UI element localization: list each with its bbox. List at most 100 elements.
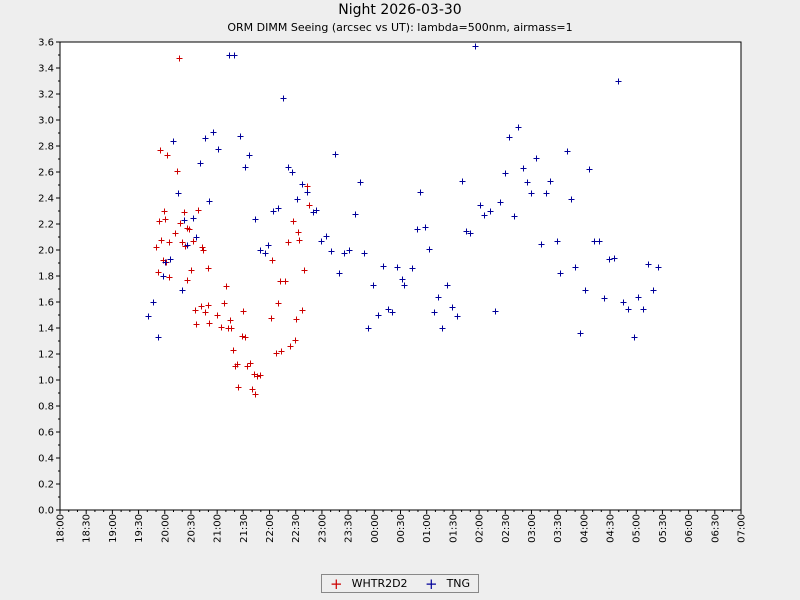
data-point xyxy=(237,133,244,140)
data-point xyxy=(650,287,657,294)
data-point xyxy=(497,199,504,206)
x-tick-label: 20:00 xyxy=(160,514,171,543)
data-point xyxy=(161,208,168,215)
data-point xyxy=(252,216,259,223)
data-point xyxy=(394,264,401,271)
data-point xyxy=(156,218,163,225)
x-tick-label: 06:00 xyxy=(684,514,695,543)
data-point xyxy=(242,164,249,171)
data-point xyxy=(524,179,531,186)
data-point xyxy=(361,250,368,257)
data-point xyxy=(164,152,171,159)
data-point xyxy=(158,237,165,244)
data-point xyxy=(181,217,188,224)
data-point xyxy=(467,230,474,237)
data-point xyxy=(520,165,527,172)
data-point xyxy=(214,312,221,319)
data-point xyxy=(611,255,618,262)
data-point xyxy=(221,300,228,307)
data-point xyxy=(645,261,652,268)
data-point xyxy=(210,129,217,136)
data-point xyxy=(205,302,212,309)
data-point xyxy=(206,198,213,205)
data-point xyxy=(282,278,289,285)
data-point xyxy=(568,196,575,203)
legend-label: TNG xyxy=(446,577,471,590)
data-point xyxy=(202,309,209,316)
data-point xyxy=(244,363,251,370)
x-tick-label: 23:30 xyxy=(344,514,355,543)
data-point xyxy=(431,309,438,316)
data-point xyxy=(198,303,205,310)
x-tick-label: 22:30 xyxy=(291,514,302,543)
legend-item-whtr2d2: + WHTR2D2 xyxy=(330,576,408,591)
data-point xyxy=(218,324,225,331)
data-point xyxy=(193,321,200,328)
data-point xyxy=(257,247,264,254)
data-point xyxy=(477,202,484,209)
x-tick-label: 19:00 xyxy=(108,514,119,543)
data-point xyxy=(655,264,662,271)
x-tick-label: 06:30 xyxy=(710,514,721,543)
data-point xyxy=(352,211,359,218)
data-point xyxy=(275,205,282,212)
data-point xyxy=(439,325,446,332)
data-point xyxy=(199,244,206,251)
data-point xyxy=(606,256,613,263)
x-tick-label: 19:30 xyxy=(134,514,145,543)
data-point xyxy=(640,306,647,313)
data-point xyxy=(190,238,197,245)
data-point xyxy=(155,269,162,276)
data-point xyxy=(635,294,642,301)
data-point xyxy=(184,242,191,249)
data-point xyxy=(265,242,272,249)
data-point xyxy=(515,124,522,131)
data-point xyxy=(422,224,429,231)
data-point xyxy=(296,237,303,244)
x-tick-label: 07:00 xyxy=(737,514,748,543)
data-point xyxy=(289,169,296,176)
data-point xyxy=(533,155,540,162)
data-point xyxy=(278,348,285,355)
data-point xyxy=(426,246,433,253)
data-point xyxy=(223,283,230,290)
data-point xyxy=(557,270,564,277)
data-point xyxy=(409,265,416,272)
data-point xyxy=(511,213,518,220)
data-point xyxy=(582,287,589,294)
data-point xyxy=(202,135,209,142)
data-point xyxy=(304,183,311,190)
chart-subtitle: ORM DIMM Seeing (arcsec vs UT): lambda=5… xyxy=(227,21,573,34)
data-point xyxy=(192,307,199,314)
data-point xyxy=(162,259,169,266)
data-point xyxy=(275,300,282,307)
x-tick-label: 18:30 xyxy=(82,514,93,543)
data-point xyxy=(188,267,195,274)
data-point xyxy=(235,384,242,391)
data-point xyxy=(230,347,237,354)
data-point xyxy=(184,277,191,284)
data-point xyxy=(177,220,184,227)
x-tick-label: 20:30 xyxy=(186,514,197,543)
data-point xyxy=(197,160,204,167)
data-point xyxy=(336,270,343,277)
x-tick-label: 00:00 xyxy=(370,514,381,543)
data-point xyxy=(205,265,212,272)
data-point xyxy=(273,350,280,357)
data-point xyxy=(295,229,302,236)
data-point xyxy=(586,166,593,173)
data-point xyxy=(206,320,213,327)
data-point xyxy=(170,138,177,145)
data-point xyxy=(262,250,269,257)
legend: + WHTR2D2 + TNG xyxy=(321,574,479,593)
x-tick-label: 23:00 xyxy=(317,514,328,543)
data-point xyxy=(234,361,241,368)
data-point xyxy=(506,134,513,141)
data-point xyxy=(380,263,387,270)
data-point xyxy=(615,78,622,85)
data-point xyxy=(176,55,183,62)
data-point xyxy=(166,239,173,246)
y-tick-label: 1.6 xyxy=(38,298,54,309)
y-tick-label: 0.0 xyxy=(38,506,54,517)
data-point xyxy=(175,190,182,197)
